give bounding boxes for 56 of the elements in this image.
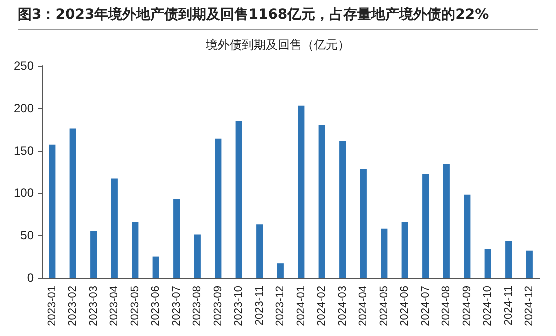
x-tick-label: 2023-11 (254, 286, 266, 326)
bar (318, 125, 326, 278)
bar (484, 249, 492, 278)
x-tick-label: 2023-10 (233, 286, 246, 326)
bar (49, 144, 56, 278)
bar (174, 199, 180, 278)
x-tick-label: 2024-05 (378, 286, 390, 326)
x-tick-label: 2023-07 (170, 286, 183, 326)
x-tick-label: 2023-09 (212, 286, 224, 326)
bar (111, 178, 118, 278)
chart-subtitle: 境外债到期及回售（亿元） (205, 38, 350, 52)
x-tick-label: 2024-09 (461, 286, 474, 326)
x-tick-label: 2024-07 (420, 286, 432, 326)
y-tick-label: 50 (20, 228, 34, 243)
x-tick-label: 2024-12 (524, 286, 536, 326)
bar (340, 141, 346, 278)
x-tick-label: 2024-04 (358, 286, 370, 326)
x-tick-label: 2024-10 (482, 286, 494, 326)
x-tick-label: 2024-03 (336, 286, 349, 326)
bar (298, 106, 305, 278)
bar (506, 242, 512, 278)
y-tick-label: 0 (27, 271, 34, 285)
y-tick-label: 150 (14, 144, 34, 158)
y-tick-label: 250 (14, 59, 34, 73)
x-tick-label: 2024-11 (502, 286, 515, 326)
x-tick-label: 2024-08 (440, 286, 453, 326)
bar (402, 222, 408, 278)
bar (381, 228, 388, 278)
x-tick-label: 2024-02 (316, 286, 328, 326)
x-tick-label: 2023-06 (150, 286, 162, 326)
x-tick-label: 2023-12 (274, 286, 287, 326)
x-tick-label: 2023-03 (88, 286, 100, 326)
bar (215, 138, 222, 278)
x-tick-label: 2024-01 (295, 286, 308, 326)
bar (422, 174, 430, 278)
x-tick-label: 2023-05 (129, 286, 142, 326)
bar (443, 164, 450, 278)
bar (360, 169, 367, 278)
bar (526, 250, 533, 278)
bar (464, 194, 471, 278)
x-tick-label: 2023-02 (67, 286, 80, 326)
bar (90, 231, 98, 278)
bar (194, 234, 201, 278)
x-tick-label: 2023-08 (192, 286, 204, 326)
x-tick-label: 2024-06 (399, 286, 412, 326)
bar (256, 224, 264, 278)
y-tick-label: 100 (14, 186, 34, 200)
bar (132, 222, 139, 278)
x-tick-label: 2023-04 (108, 286, 121, 326)
bar (236, 121, 242, 278)
bar (277, 264, 284, 278)
y-tick-label: 200 (14, 101, 34, 116)
x-tick-label: 2023-01 (46, 286, 58, 326)
bar (152, 256, 160, 278)
chart-title: 图3：2023年境外地产债到期及回售1168亿元，占存量地产境外债的22% (18, 6, 538, 30)
bar (70, 128, 76, 278)
